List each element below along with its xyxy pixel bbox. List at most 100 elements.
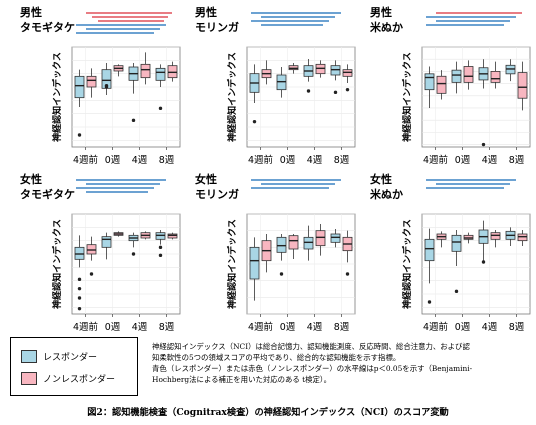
nonresponder-outlier xyxy=(89,272,94,276)
panel-food-label: タモギタケ xyxy=(20,20,75,34)
responder-box xyxy=(451,234,462,252)
x-tick-label: 4週 xyxy=(132,154,148,166)
responder-outlier xyxy=(454,289,459,294)
nonresponder-outlier xyxy=(345,87,350,92)
nonresponder-box xyxy=(436,75,447,94)
panel-food-label: モリンガ xyxy=(195,187,239,201)
x-tick-label: 0週 xyxy=(455,321,471,333)
legend-label-responder: レスポンダー xyxy=(43,352,98,363)
responder-outlier xyxy=(158,245,163,250)
responder-outlier xyxy=(158,253,163,258)
x-tick-label: 8週 xyxy=(334,154,350,166)
panel-sex-label: 女性 xyxy=(195,172,217,186)
responder-outlier xyxy=(306,89,311,93)
responder-outlier xyxy=(279,272,284,276)
panel-sex-label: 男性 xyxy=(370,5,392,19)
responder-box xyxy=(424,238,435,262)
responder-outlier xyxy=(131,252,136,256)
responder-box xyxy=(276,236,287,253)
responder-outlier xyxy=(427,300,432,304)
x-tick-label: 8週 xyxy=(159,154,175,166)
panel-sex-label: 女性 xyxy=(20,172,42,186)
panel-sex-label: 男性 xyxy=(20,5,42,19)
legend-item-responder: レスポンダー xyxy=(21,348,97,364)
panel-food-label: 米ぬか xyxy=(369,20,403,34)
x-tick-label: 8週 xyxy=(334,321,350,333)
nonresponder-box xyxy=(140,63,151,79)
panel-food-label: タモギタケ xyxy=(20,187,75,201)
x-tick-label: 8週 xyxy=(509,154,525,166)
plot-area xyxy=(421,213,531,315)
x-tick-label: 4週前 xyxy=(248,154,273,166)
plot-area xyxy=(246,46,356,148)
nonresponder-box xyxy=(315,230,326,247)
nonresponder-box xyxy=(517,72,528,99)
y-axis-label: 神経認知インデックス xyxy=(51,52,63,142)
y-axis-label: 神経認知インデックス xyxy=(226,52,238,142)
responder-box xyxy=(330,233,341,243)
x-tick-label: 8週 xyxy=(159,321,175,333)
note-line-2: 知柔軟性の5つの領域スコアの平均であり、総合的な認知機能を示す指標。 xyxy=(152,353,401,362)
figure-caption: 図2：認知機能検査（Cognitrax検査）の神経認知インデックス（NCI）のス… xyxy=(87,407,449,418)
nonresponder-outlier xyxy=(345,272,350,276)
x-tick-label: 4週前 xyxy=(73,154,98,166)
x-tick-label: 4週 xyxy=(307,154,323,166)
x-tick-label: 4週前 xyxy=(423,321,448,333)
responder-box xyxy=(155,67,166,81)
x-tick-label: 4週前 xyxy=(248,321,273,333)
nonresponder-swatch xyxy=(21,371,37,385)
responder-outlier xyxy=(481,142,486,147)
responder-outlier xyxy=(333,90,338,95)
plot-area xyxy=(71,213,181,315)
x-tick-label: 0週 xyxy=(105,154,121,166)
note-line-4: Hochberg法による補正を用いた対応のある t検定）。 xyxy=(152,375,331,384)
responder-box xyxy=(303,236,314,250)
responder-outlier xyxy=(158,106,163,111)
nonresponder-box xyxy=(86,75,97,88)
legend-item-nonresponder: ノンレスポンダー xyxy=(21,370,115,386)
x-tick-label: 4週前 xyxy=(423,154,448,166)
responder-swatch xyxy=(21,349,37,363)
note-line-1: 神経認知インデックス（NCI）は総合記憶力、認知機能測度、反応時間、総合注意力、… xyxy=(152,342,470,351)
responder-box xyxy=(451,69,462,83)
responder-outlier xyxy=(252,119,257,124)
plot-area xyxy=(421,46,531,148)
x-tick-label: 0週 xyxy=(105,321,121,333)
figure-note: 神経認知インデックス（NCI）は総合記憶力、認知機能測度、反応時間、総合注意力、… xyxy=(152,341,530,385)
nonresponder-box xyxy=(490,70,501,83)
x-tick-label: 4週前 xyxy=(73,321,98,333)
legend-label-nonresponder: ノンレスポンダー xyxy=(43,374,116,385)
panel-food-label: モリンガ xyxy=(195,20,239,34)
nonresponder-box xyxy=(463,66,474,83)
responder-outlier xyxy=(77,296,82,300)
responder-outlier xyxy=(104,83,109,88)
responder-outlier xyxy=(481,260,486,264)
responder-outlier xyxy=(77,277,82,282)
responder-outlier xyxy=(131,118,136,123)
x-tick-label: 0週 xyxy=(280,154,296,166)
x-tick-label: 8週 xyxy=(509,321,525,333)
y-axis-label: 神経認知インデックス xyxy=(401,52,413,142)
x-tick-label: 4週 xyxy=(132,321,148,333)
x-tick-label: 4週 xyxy=(482,321,498,333)
y-axis-label: 神経認知インデックス xyxy=(226,219,238,309)
x-tick-label: 4週 xyxy=(482,154,498,166)
responder-box xyxy=(101,236,112,248)
panel-food-label: 米ぬか xyxy=(369,187,403,201)
panel-sex-label: 女性 xyxy=(370,172,392,186)
note-line-3: 青色（レスポンダー）または赤色（ノンレスポンダー）の水平線はp＜0.05を示す（… xyxy=(152,364,473,373)
responder-box xyxy=(249,246,260,280)
nonresponder-box xyxy=(288,235,299,250)
x-tick-label: 0週 xyxy=(455,154,471,166)
y-axis-label: 神経認知インデックス xyxy=(51,219,63,309)
x-tick-label: 4週 xyxy=(307,321,323,333)
responder-box xyxy=(424,73,435,91)
responder-box xyxy=(74,75,85,99)
panel-sex-label: 男性 xyxy=(195,5,217,19)
y-axis-label: 神経認知インデックス xyxy=(401,219,413,309)
